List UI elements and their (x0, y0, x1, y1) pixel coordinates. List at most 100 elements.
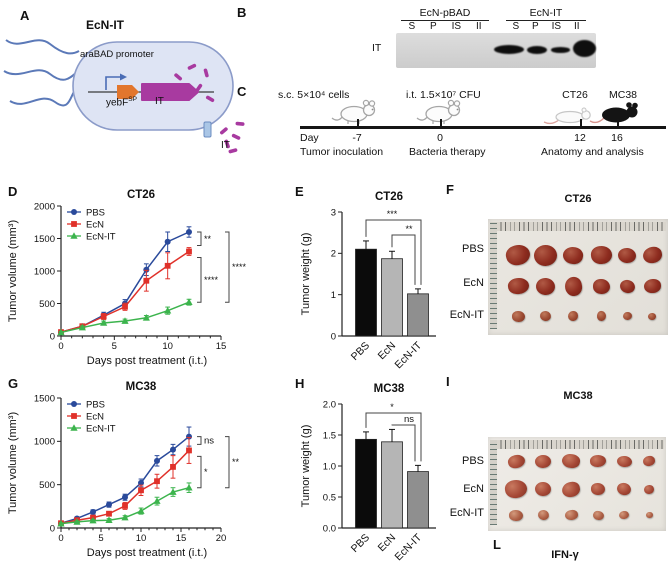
blot-lanes-right: S P IS II (512, 21, 580, 32)
tumor (618, 510, 630, 520)
svg-text:500: 500 (39, 480, 55, 491)
mouse-mc38-black-icon (589, 102, 638, 124)
blot-band (551, 47, 570, 53)
svg-text:1.5: 1.5 (323, 430, 336, 441)
svg-text:PBS: PBS (349, 340, 372, 363)
svg-text:2: 2 (331, 249, 336, 260)
svg-text:CT26: CT26 (127, 189, 155, 201)
svg-text:Tumor volume (mm³): Tumor volume (mm³) (7, 220, 19, 322)
tumor (642, 455, 656, 467)
it-particles-inside (174, 63, 215, 102)
photo-row-label-ecn-it: EcN-IT (449, 309, 484, 321)
blot-group-ecn-pbad: EcN-pBAD (401, 7, 489, 21)
tumor (561, 244, 585, 266)
timeline-tick (580, 119, 582, 126)
photo-ct26-title: CT26 (564, 193, 592, 205)
therapy-dose-text: i.t. 1.5×10⁷ CFU (406, 89, 481, 101)
event-anatomy-analysis: Anatomy and analysis (541, 146, 644, 158)
svg-text:EcN: EcN (376, 532, 399, 555)
svg-text:MC38: MC38 (374, 383, 405, 395)
tumor (621, 311, 633, 321)
svg-text:Tumor volume (mm³): Tumor volume (mm³) (7, 412, 19, 514)
svg-text:****: **** (204, 275, 219, 285)
timeline-tick-label: 12 (574, 132, 586, 144)
model-ct26-label: CT26 (562, 89, 588, 101)
timeline-tick-label: 16 (611, 132, 623, 144)
svg-text:ns: ns (204, 436, 214, 447)
panel-a-title: EcN-IT (85, 18, 124, 32)
blot-group-ecn-it: EcN-IT (506, 7, 586, 21)
photo-row-label-ecn-it: EcN-IT (449, 507, 484, 519)
tumor (560, 479, 582, 499)
tumor (643, 278, 661, 294)
blot-band (573, 40, 596, 57)
svg-text:10: 10 (136, 533, 147, 544)
timeline-tick (357, 119, 359, 126)
svg-text:*: * (204, 467, 208, 477)
tumor (641, 245, 663, 265)
svg-text:PBS: PBS (86, 399, 105, 410)
tumor (592, 278, 610, 294)
svg-text:*: * (390, 402, 394, 412)
ifn-gamma-title: IFN-γ (551, 549, 579, 561)
tumor (615, 481, 633, 497)
tumor (590, 482, 606, 496)
blot-band (494, 45, 524, 54)
svg-text:500: 500 (39, 299, 55, 310)
svg-text:1.0: 1.0 (323, 461, 336, 472)
promoter-label: araBAD promoter (80, 49, 154, 60)
svg-text:PBS: PBS (349, 532, 372, 555)
svg-text:1500: 1500 (34, 234, 55, 245)
timeline-tick-label: -7 (352, 132, 362, 144)
panel-a-label: A (20, 8, 30, 23)
photo-mc38-title: MC38 (563, 390, 593, 402)
panel-b-label: B (237, 5, 247, 20)
svg-text:5: 5 (112, 341, 117, 352)
svg-text:2000: 2000 (34, 201, 55, 212)
tumor (645, 511, 653, 519)
svg-text:EcN-IT: EcN-IT (86, 231, 116, 242)
ruler-icon (490, 222, 497, 329)
svg-text:15: 15 (176, 533, 187, 544)
day-axis-label: Day (300, 132, 319, 144)
svg-text:20: 20 (216, 533, 227, 544)
it-particles-secreted (220, 121, 245, 154)
svg-text:**: ** (405, 224, 413, 234)
photo-row-label-ecn: EcN (463, 277, 484, 289)
svg-text:CT26: CT26 (375, 191, 403, 203)
panel-g-label: G (8, 376, 19, 391)
tumor (506, 276, 530, 296)
ruler-icon (496, 440, 664, 449)
svg-text:3: 3 (331, 207, 336, 218)
promoter-arrowhead-icon (120, 73, 127, 81)
western-blot-image (396, 33, 596, 68)
svg-text:EcN-IT: EcN-IT (393, 531, 425, 563)
tumor (615, 454, 633, 468)
svg-text:EcN: EcN (376, 340, 399, 363)
flagellum-icon (5, 39, 80, 55)
tumor (534, 454, 552, 468)
tumor (564, 509, 578, 521)
secreted-it-label: IT (221, 140, 230, 151)
tumor (503, 242, 533, 268)
svg-text:10: 10 (162, 341, 173, 352)
event-tumor-inoculation: Tumor inoculation (300, 146, 384, 158)
mouse-ct26-lying-icon (543, 107, 591, 125)
panel-i-label: I (446, 374, 450, 389)
svg-text:Tumor weight (g): Tumor weight (g) (300, 425, 312, 508)
flagellum-icon (3, 69, 78, 81)
tumor (617, 246, 637, 264)
svg-text:**: ** (232, 457, 240, 467)
svg-text:ns: ns (404, 414, 414, 425)
timeline-tick-label: 0 (437, 132, 443, 144)
blot-band (527, 45, 547, 54)
tumor-volume-chart-mc38: 0 500 1000 1500 0 5 10 15 20 Days post treatment … (7, 381, 240, 559)
svg-text:EcN: EcN (86, 411, 104, 422)
yebf-sp-label: yebFSP (106, 96, 137, 109)
svg-text:5: 5 (98, 533, 103, 544)
svg-text:Tumor weight (g): Tumor weight (g) (300, 233, 312, 316)
panel-h-label: H (295, 376, 305, 391)
panel-c-label: C (237, 84, 247, 99)
